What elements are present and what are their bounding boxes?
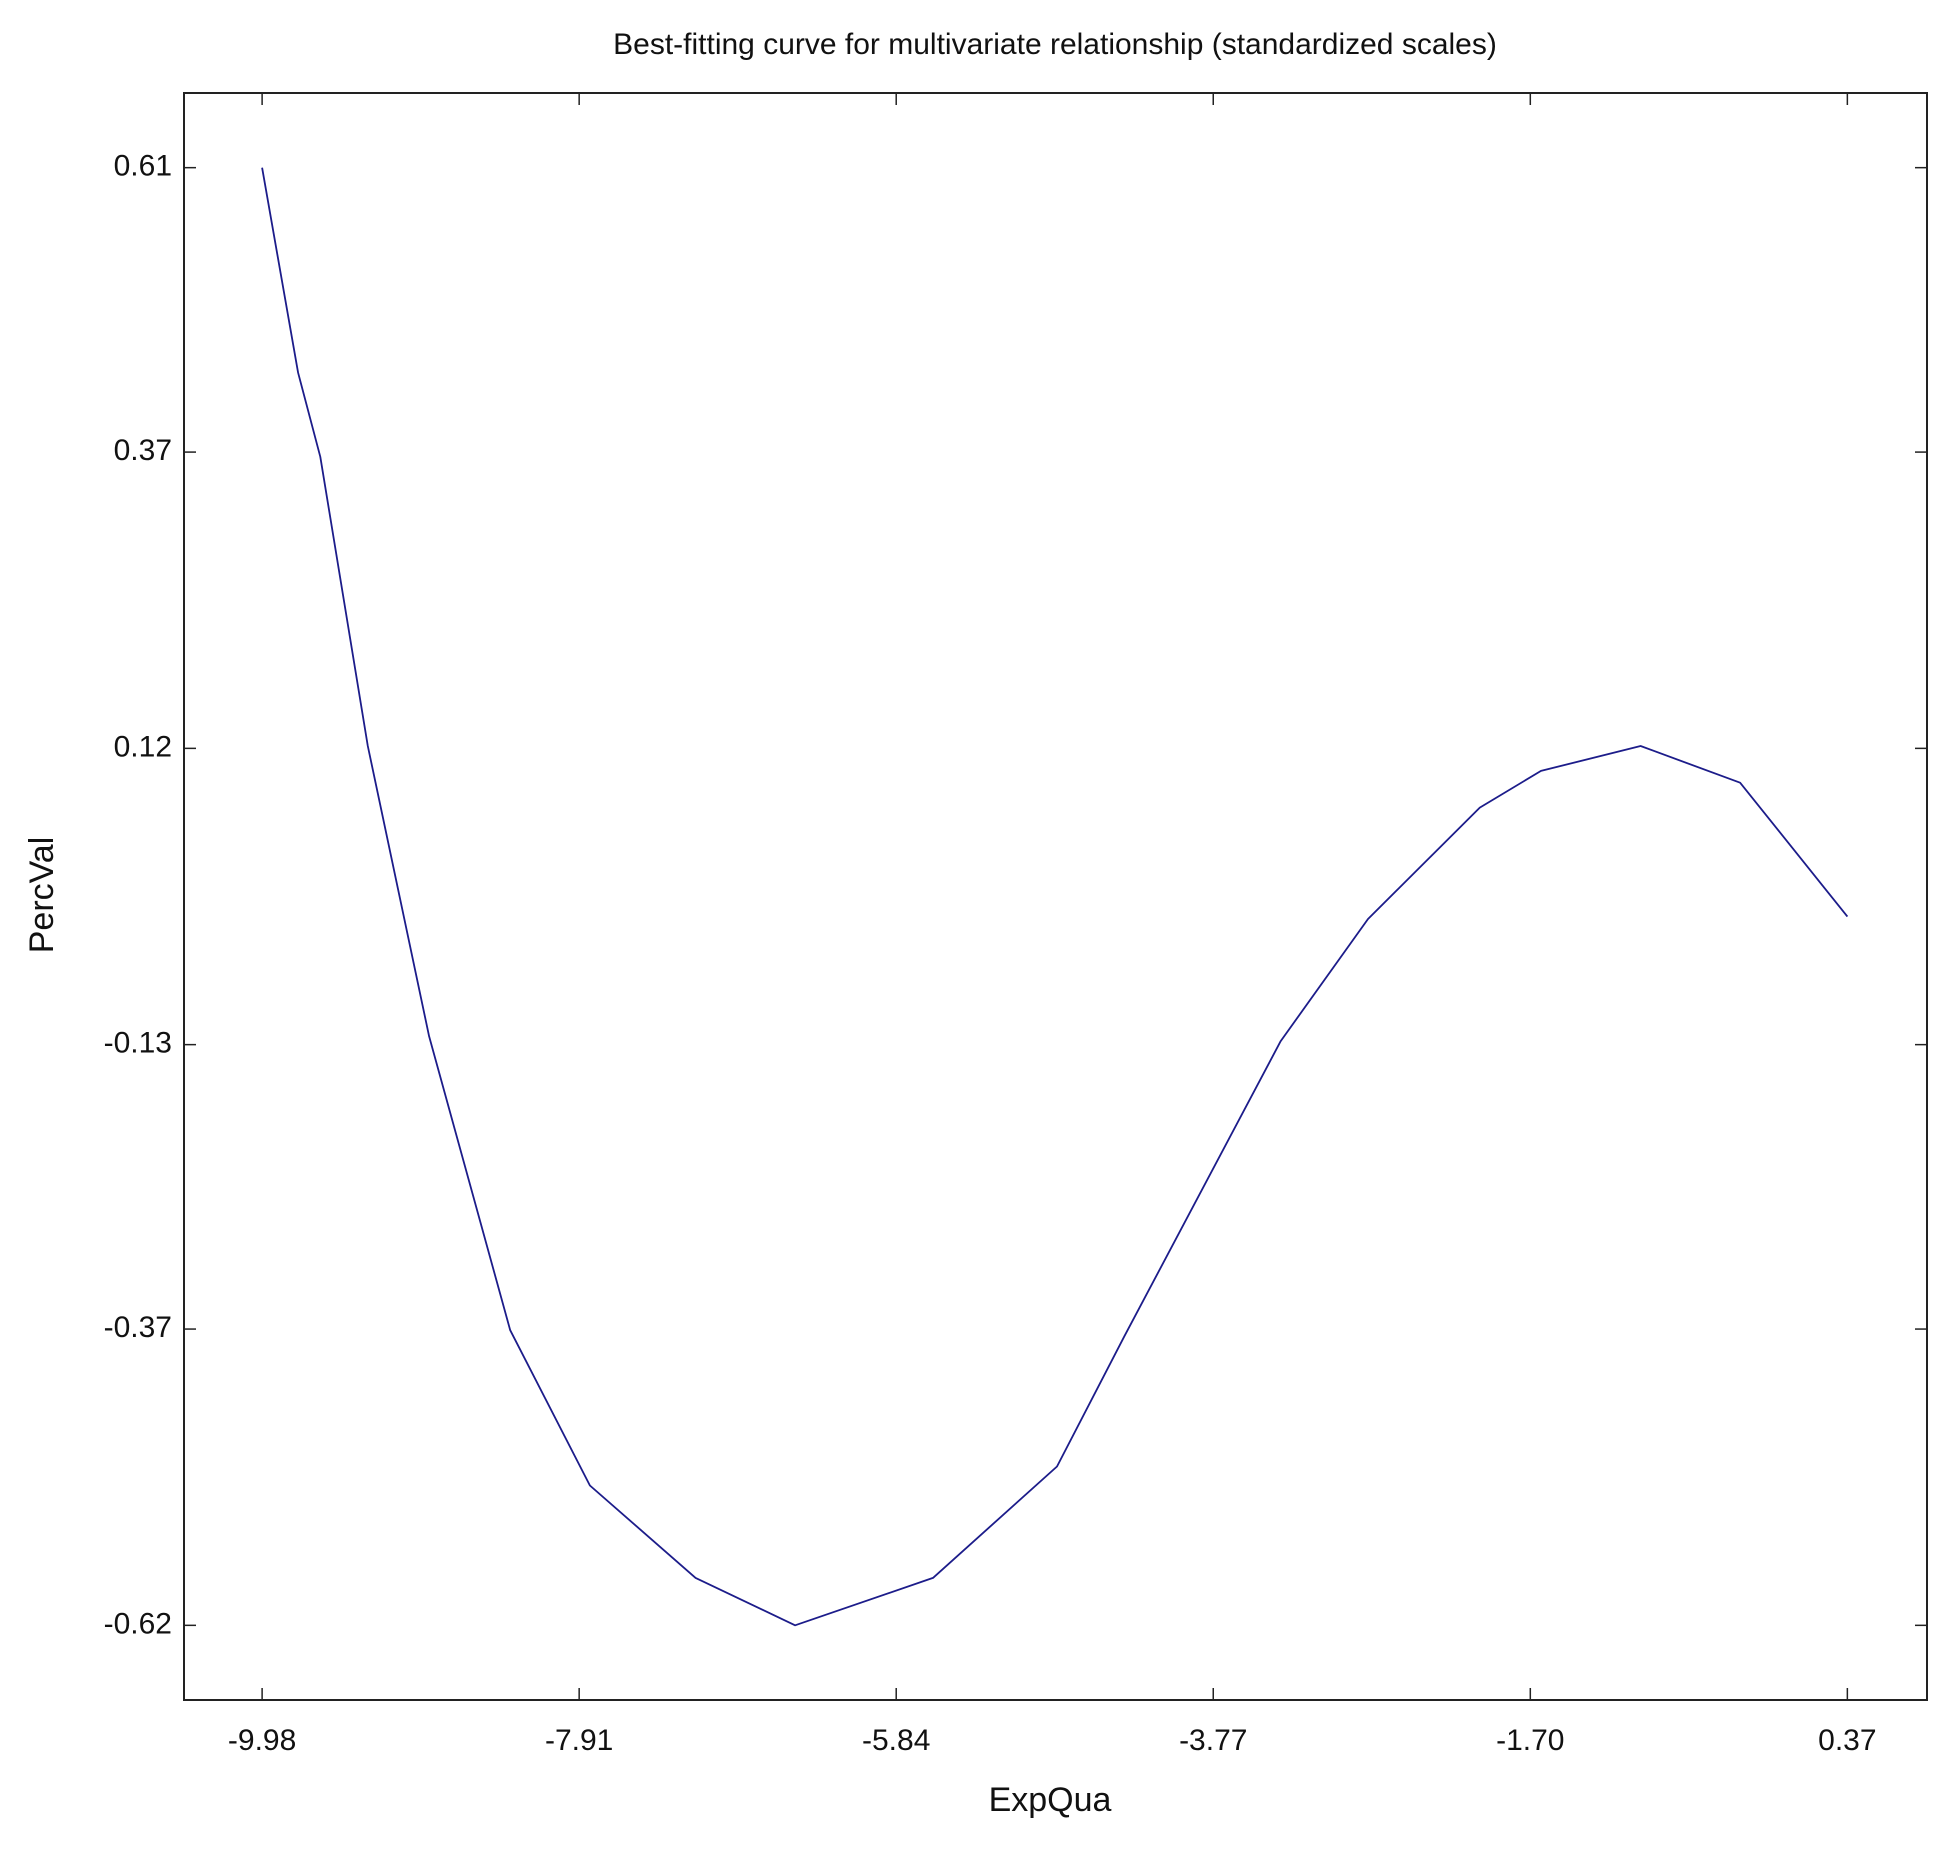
x-tick-label: -1.70 [1496, 1724, 1564, 1757]
chart-title: Best-fitting curve for multivariate rela… [613, 28, 1497, 61]
y-tick-label: -0.62 [104, 1607, 172, 1640]
y-tick-label: 0.37 [114, 434, 172, 467]
y-axis-label: PercVal [23, 837, 61, 954]
y-tick-label: 0.61 [114, 150, 172, 183]
y-tick-label: 0.12 [114, 730, 172, 763]
x-axis-label: ExpQua [989, 1781, 1112, 1819]
plot-frame [183, 92, 1928, 1701]
y-tick-label: -0.37 [104, 1311, 172, 1344]
y-tick-label: -0.13 [104, 1027, 172, 1060]
x-tick-label: -3.77 [1179, 1724, 1247, 1757]
x-tick-label: -9.98 [228, 1724, 296, 1757]
x-tick-label: 0.37 [1818, 1724, 1876, 1757]
x-tick-label: -7.91 [545, 1724, 613, 1757]
x-tick-label: -5.84 [862, 1724, 930, 1757]
data-line [261, 167, 1849, 1627]
